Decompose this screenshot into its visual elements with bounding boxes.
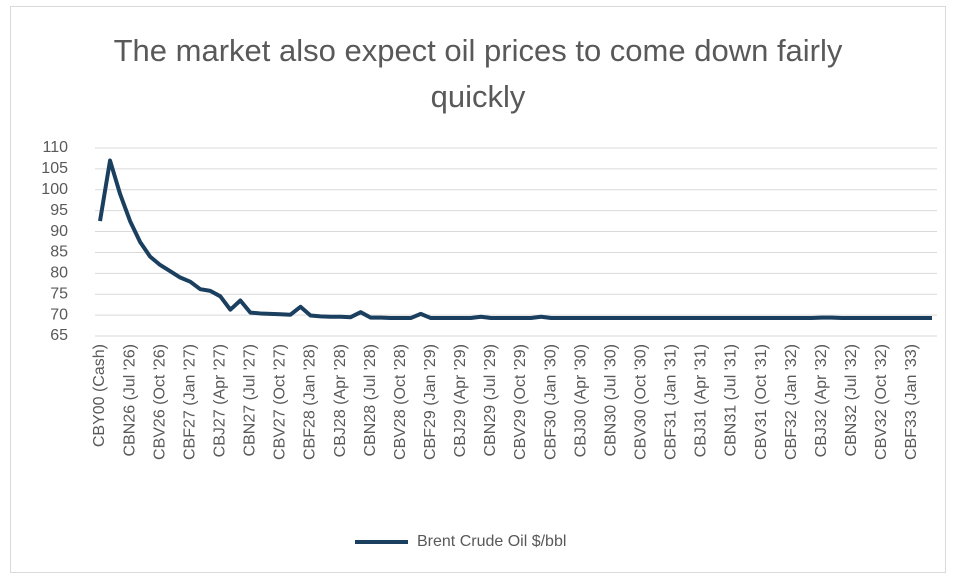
- x-tick-label: CBJ29 (Apr '29): [452, 344, 469, 457]
- chart-border: [10, 6, 946, 573]
- chart-title: The market also expect oil prices to com…: [113, 33, 843, 114]
- x-tick-label: CBV27 (Oct '27): [272, 344, 289, 460]
- x-tick-label: CBF32 (Jan '32): [783, 344, 800, 460]
- y-tick-label: 90: [50, 223, 68, 240]
- x-tick-label: CBN31 (Jul '31): [723, 344, 740, 456]
- data-line: [98, 158, 932, 321]
- x-tick-label: CBF29 (Jan '29): [422, 344, 439, 460]
- y-tick-label: 95: [50, 202, 68, 219]
- x-tick-label: CBF28 (Jan '28): [302, 344, 319, 460]
- x-tick-label: CBV26 (Oct '26): [151, 344, 168, 460]
- x-tick-label: CBY00 (Cash): [91, 344, 108, 447]
- y-tick-label: 100: [41, 181, 68, 198]
- x-tick-label: CBJ32 (Apr '32): [813, 344, 830, 457]
- y-tick-label: 65: [50, 327, 68, 344]
- y-tick-label: 85: [50, 244, 68, 261]
- x-tick-label: CBN26 (Jul '26): [121, 344, 138, 456]
- x-tick-label: CBJ31 (Apr '31): [693, 344, 710, 457]
- x-tick-label: CBN32 (Jul '32): [843, 344, 860, 456]
- x-tick-label: CBN28 (Jul '28): [362, 344, 379, 456]
- x-tick-label: CBF30 (Jan '30): [542, 344, 559, 460]
- x-tick-label: CBJ28 (Apr '28): [332, 344, 349, 457]
- x-tick-label: CBF27 (Jan '27): [181, 344, 198, 460]
- y-tick-label: 70: [50, 306, 68, 323]
- y-tick-label: 80: [50, 265, 68, 282]
- x-tick-label: CBV28 (Oct '28): [392, 344, 409, 460]
- x-tick-label: CBN30 (Jul '30): [602, 344, 619, 456]
- y-tick-label: 110: [42, 139, 68, 156]
- x-tick-label: CBV30 (Oct '30): [633, 344, 650, 460]
- x-tick-label: CBF33 (Jan '33): [903, 344, 920, 460]
- x-tick-label: CBF31 (Jan '31): [663, 344, 680, 460]
- x-tick-label: CBV31 (Oct '31): [753, 344, 770, 460]
- x-tick-label: CBN29 (Jul '29): [482, 344, 499, 456]
- x-tick-label: CBV32 (Oct '32): [873, 344, 890, 460]
- legend-label: Brent Crude Oil $/bbl: [417, 533, 566, 550]
- x-tick-label: CBV29 (Oct '29): [512, 344, 529, 460]
- y-tick-label: 75: [50, 285, 68, 302]
- y-tick-label: 105: [41, 160, 68, 177]
- x-tick-label: CBJ27 (Apr '27): [212, 344, 229, 457]
- x-tick-label: CBN27 (Jul '27): [242, 344, 259, 456]
- x-tick-label: CBJ30 (Apr '30): [572, 344, 589, 457]
